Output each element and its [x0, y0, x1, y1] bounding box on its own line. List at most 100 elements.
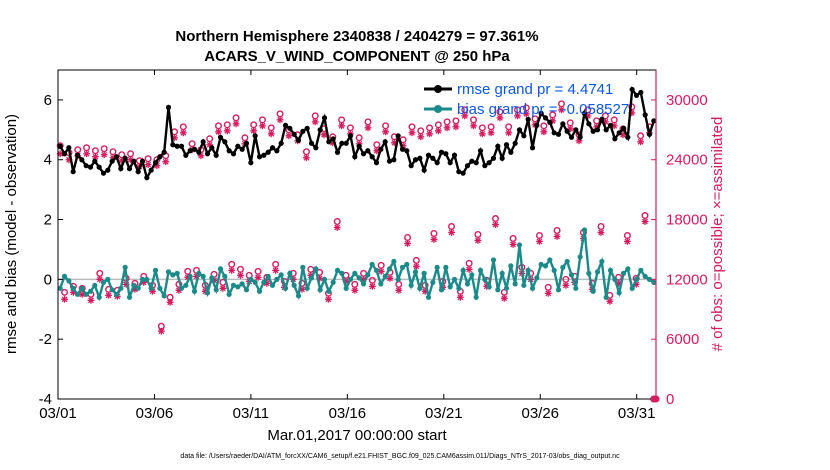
rmse-point [534, 122, 540, 128]
bias-point [581, 227, 588, 233]
obs-assimilated-stroke [263, 280, 270, 287]
obs-assimilated-stroke [505, 129, 512, 136]
rmse-point [183, 152, 189, 158]
y-right-tick-label: 30000 [666, 92, 708, 109]
obs-assimilated-point [461, 112, 469, 120]
bias-point [191, 288, 198, 294]
bias-point [529, 285, 536, 291]
rmse-point [395, 133, 401, 139]
legend-bias-label: bias grand pr = -0.058527 [457, 101, 629, 118]
bias-point [239, 281, 245, 287]
bias-point [57, 285, 63, 291]
obs-assimilated-point [404, 240, 411, 247]
bias-point [638, 267, 644, 273]
obs-assimilated-stroke [409, 129, 415, 136]
bias-point [616, 290, 622, 296]
obs-assimilated-stroke [197, 152, 204, 159]
rmse-point [334, 149, 341, 155]
obs-assimilated-point [166, 298, 174, 306]
x-tick-label: 03/31 [618, 405, 656, 422]
obs-assimilated-point [487, 129, 495, 137]
obs-assimilated-point [215, 128, 222, 136]
obs-possible-point [267, 124, 275, 132]
bias-point [534, 275, 540, 281]
obs-possible-point [408, 123, 416, 131]
y-right-tick-label: 18000 [666, 212, 708, 229]
bias-point [464, 281, 471, 287]
rmse-point [347, 133, 354, 139]
rmse-point [252, 133, 258, 139]
obs-possible-point [184, 267, 192, 275]
obs-assimilated-point [351, 286, 359, 294]
obs-assimilated-stroke [321, 131, 327, 138]
rmse-point [352, 154, 358, 160]
rmse-point [417, 155, 423, 161]
obs-possible-point [232, 114, 240, 122]
obs-assimilated-stroke [154, 162, 160, 169]
bias-point [586, 270, 592, 276]
obs-possible-point [487, 123, 495, 131]
obs-assimilated-stroke [404, 240, 411, 247]
obs-assimilated-point [338, 122, 346, 130]
bias-point [118, 285, 124, 291]
bias-point [317, 287, 323, 293]
rmse-point [326, 139, 332, 145]
y-axis-label-left: rmse and bias (model - observation) [3, 114, 20, 354]
bias-point [300, 264, 306, 270]
bias-point [386, 266, 393, 272]
rmse-point [586, 121, 592, 127]
x-tick-label: 03/16 [329, 405, 367, 422]
obs-assimilated-point [276, 116, 284, 124]
obs-assimilated-point [144, 161, 152, 169]
bias-point [248, 276, 254, 282]
bias-point [148, 285, 154, 291]
rmse-point [508, 149, 514, 155]
rmse-point [70, 169, 76, 175]
bias-point [456, 285, 462, 291]
rmse-point [209, 145, 215, 151]
obs-assimilated-stroke [536, 238, 543, 245]
obs-assimilated-stroke [219, 285, 226, 292]
legend-bias-marker [434, 105, 442, 113]
obs-assimilated-stroke [417, 133, 424, 140]
obs-assimilated-point [228, 266, 236, 274]
bias-point [144, 276, 150, 282]
rmse-point [612, 136, 618, 142]
obs-possible-point [127, 150, 135, 158]
obs-possible-point [465, 259, 473, 267]
rmse-point [321, 115, 328, 121]
y-left-tick-label: 4 [44, 152, 52, 169]
bias-point [490, 257, 497, 263]
y-right-tick-label: 0 [666, 391, 674, 408]
bias-point [278, 272, 284, 278]
x-tick-label: 03/11 [233, 405, 269, 422]
obs-assimilated-stroke [514, 112, 521, 119]
rmse-point [139, 158, 146, 164]
bias-point [408, 282, 414, 288]
rmse-point [148, 167, 154, 173]
obs-assimilated-stroke [479, 130, 486, 137]
rmse-point [118, 166, 124, 172]
obs-possible-point [509, 234, 517, 242]
obs-assimilated-stroke [233, 120, 239, 127]
axes: 03/01 03/06 03/11 03/16 03/21 03/26 03/31 -4 -2 0… [39, 69, 708, 422]
obs-assimilated-point [492, 221, 499, 228]
obs-assimilated-point [624, 238, 631, 245]
rmse-point [105, 167, 111, 173]
obs-assimilated-stroke [215, 128, 222, 135]
obs-possible-point [412, 256, 420, 264]
obs-possible-point [214, 122, 222, 130]
bias-point [274, 276, 280, 282]
bias-point [330, 279, 336, 285]
rmse-point [603, 127, 609, 133]
bias-point [291, 282, 297, 288]
obs-assimilated-point [157, 327, 165, 335]
obs-assimilated-stroke [92, 153, 99, 160]
bias-point [555, 287, 562, 293]
rmse-point [213, 152, 219, 158]
bias-point [321, 276, 328, 282]
bias-point [243, 287, 250, 293]
obs-possible-point [382, 122, 390, 130]
bias-point [373, 267, 380, 273]
rmse-point [638, 89, 644, 96]
